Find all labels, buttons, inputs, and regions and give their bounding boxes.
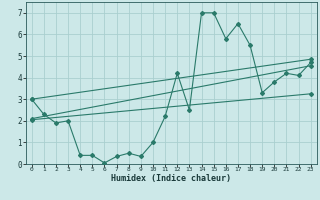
X-axis label: Humidex (Indice chaleur): Humidex (Indice chaleur) (111, 174, 231, 183)
